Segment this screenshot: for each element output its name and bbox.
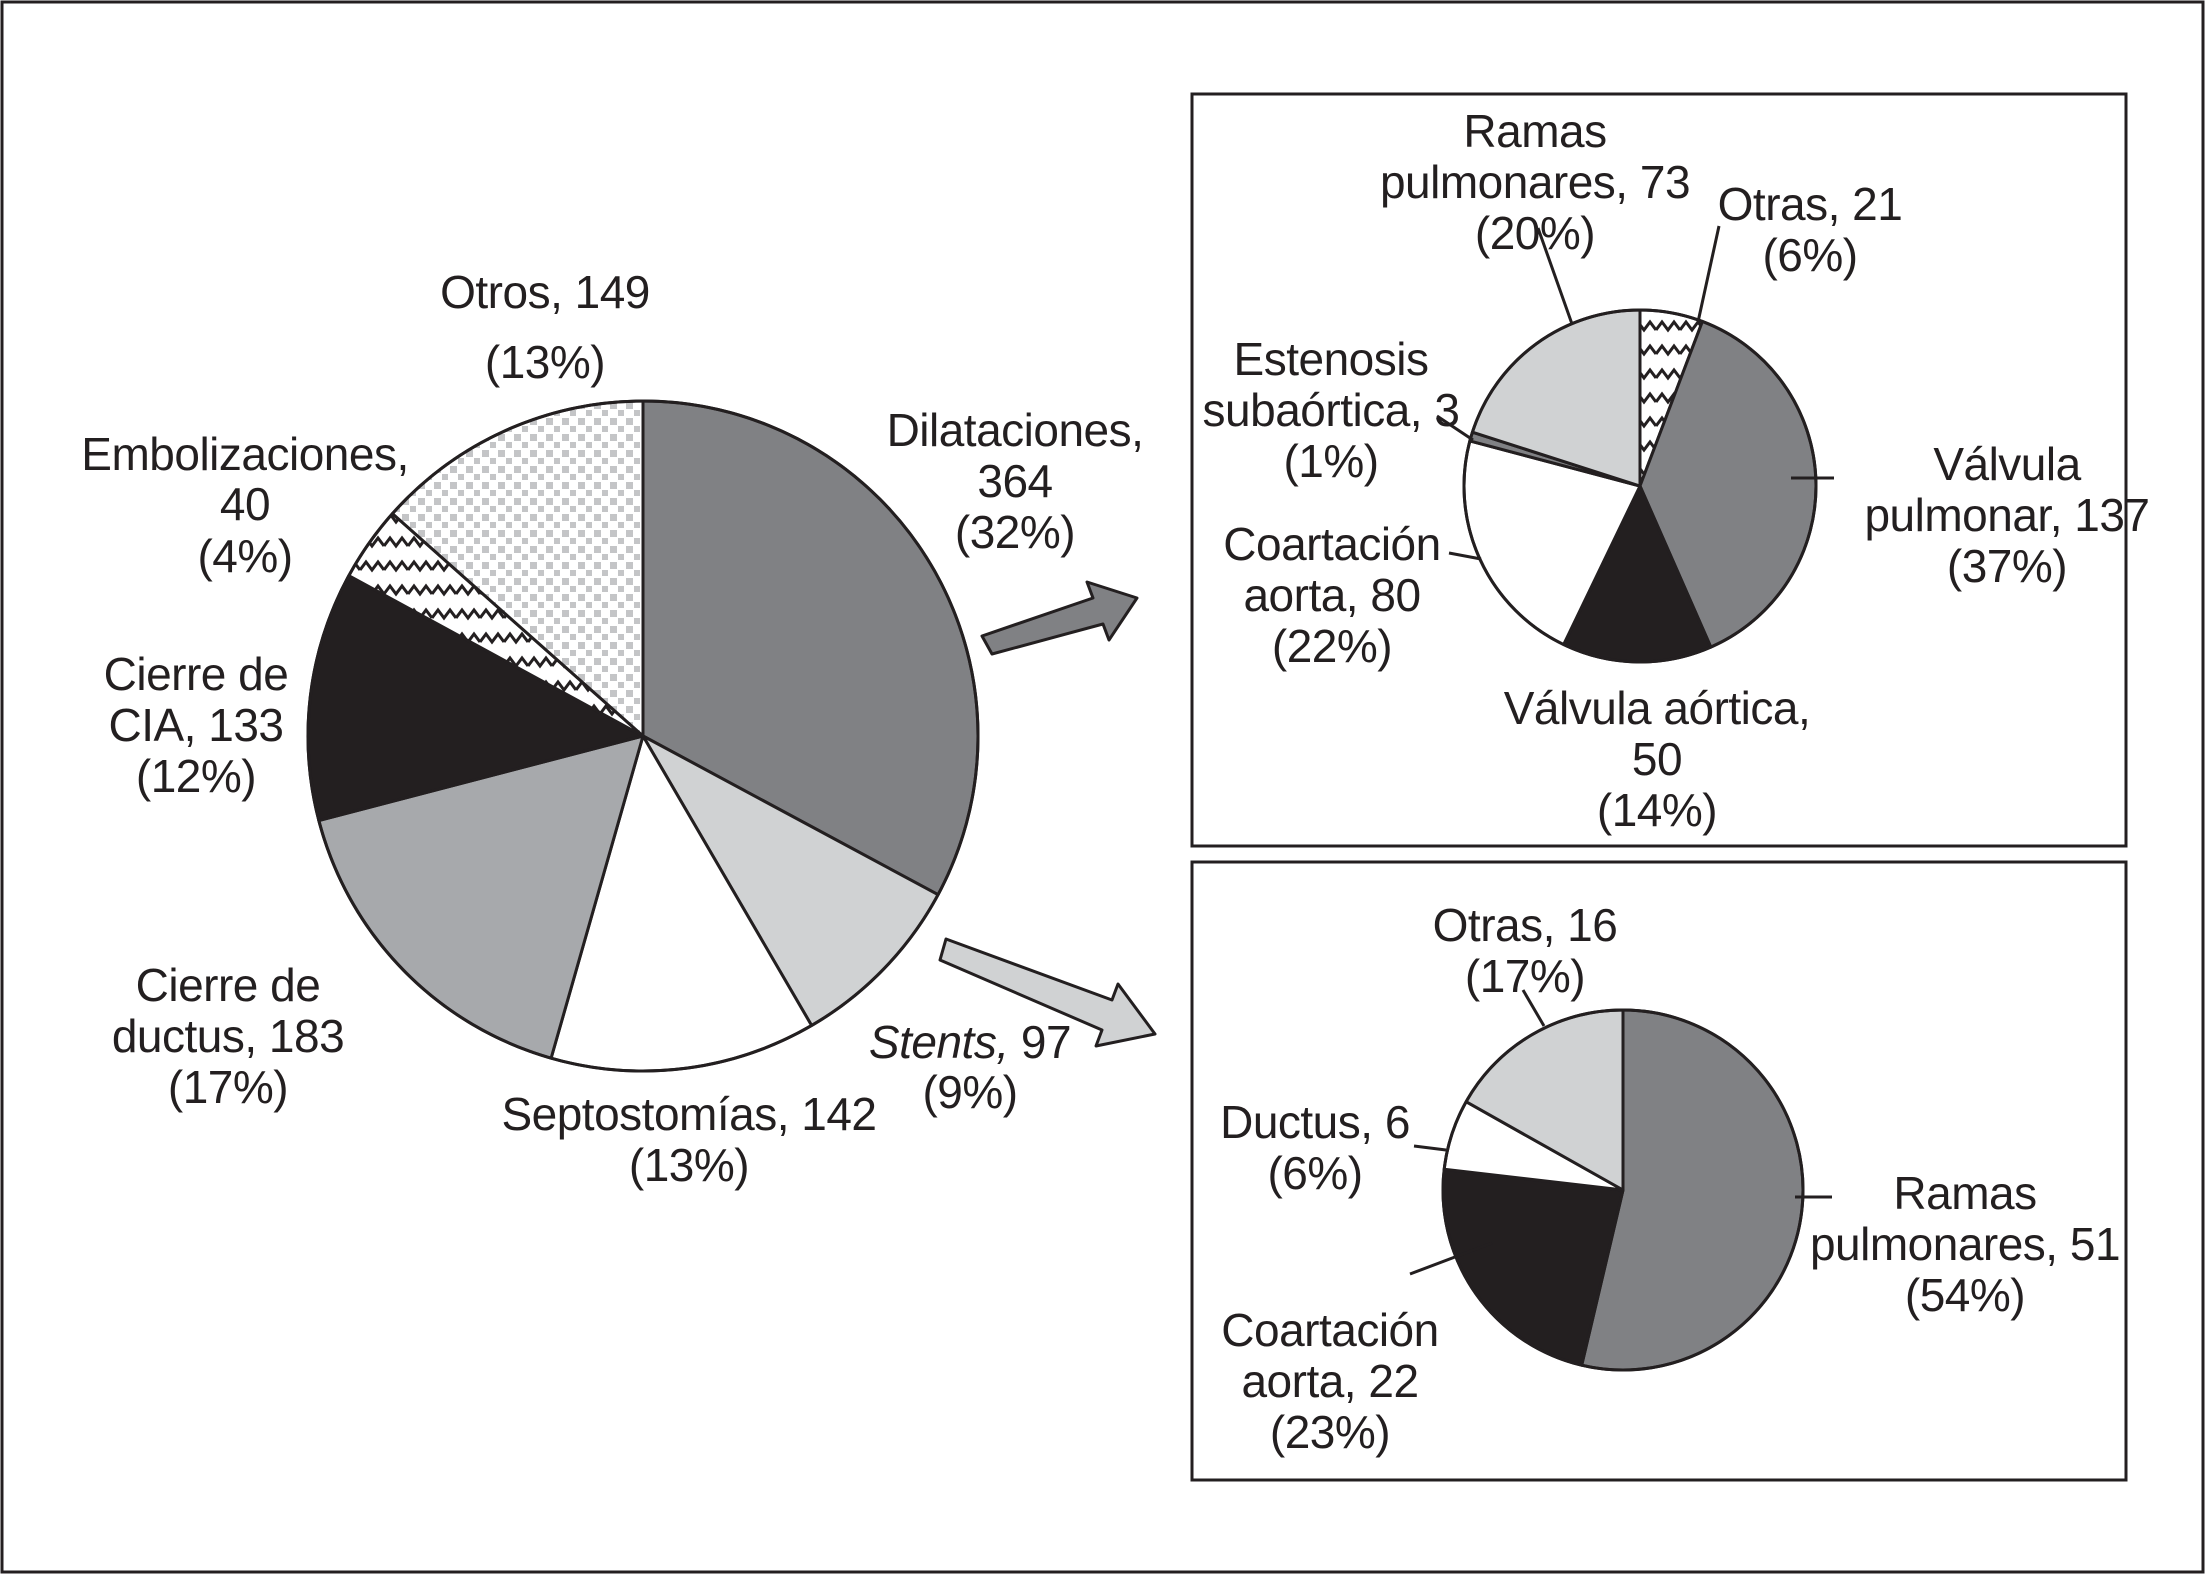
label-line: pulmonares, 73 (1380, 156, 1690, 208)
label-line: (54%) (1905, 1269, 2025, 1321)
label-line: Coartación (1223, 518, 1440, 570)
label-line: Cierre de (104, 648, 289, 700)
pie-dilataciones (1462, 308, 1818, 664)
pie-outline (306, 399, 980, 1073)
label-line: aorta, 22 (1241, 1355, 1418, 1407)
pie-outline (1462, 308, 1818, 664)
label-line: Otras, 16 (1433, 899, 1618, 951)
label-line: ductus, 183 (112, 1010, 344, 1062)
main-label-cierre-cia: Cierre de CIA, 133 (12%) (104, 648, 289, 802)
label-line: Estenosis (1234, 333, 1429, 385)
label-line: 50 (1632, 733, 1682, 785)
label-italic-part: Stents, (869, 1016, 1009, 1068)
label-line: Embolizaciones, (81, 428, 408, 480)
main-label-embolizaciones: Embolizaciones, 40 (4%) (81, 428, 409, 582)
inset-frame-dilataciones (1190, 92, 2128, 848)
stents-label-ramas-pulmonares: Ramas pulmonares, 51 (54%) (1810, 1167, 2121, 1321)
label-line: (9%) (922, 1066, 1017, 1118)
stents-label-coartacion-aorta: Coartación aorta, 22 (23%) (1221, 1304, 1439, 1458)
label-line: (37%) (1947, 540, 2067, 592)
label-line: aorta, 80 (1243, 569, 1420, 621)
label-line: subaórtica, 3 (1203, 384, 1460, 436)
main-label-cierre-ductus: Cierre de ductus, 183 (17%) (112, 959, 345, 1113)
stents-label-otras: Otras, 16 (17%) (1433, 899, 1618, 1002)
label-line: (22%) (1272, 620, 1392, 672)
label-line: (6%) (1762, 229, 1857, 281)
dil-label-valvula-pulmonar: Válvula pulmonar, 137 (37%) (1864, 438, 2150, 592)
dil-label-valvula-aortica: Válvula aórtica, 50 (14%) (1504, 682, 1811, 836)
label-line: Coartación (1221, 1304, 1438, 1356)
main-label-otros: Otros, 149 (13%) (440, 266, 650, 388)
main-label-dilataciones: Dilataciones, 364 (32%) (887, 404, 1144, 558)
label-line: Cierre de (136, 959, 321, 1011)
label-line: CIA, 133 (109, 699, 284, 751)
main-label-septostomias: Septostomías, 142 (13%) (501, 1088, 877, 1191)
dil-label-estenosis-subaortica: Estenosis subaórtica, 3 (1%) (1203, 333, 1460, 487)
label-line: Válvula aórtica, (1504, 682, 1811, 734)
dil-label-coartacion-aorta: Coartación aorta, 80 (22%) (1223, 518, 1441, 672)
leader-lines (1409, 225, 1834, 1276)
label-line: (13%) (485, 336, 605, 388)
label-line: (17%) (168, 1061, 288, 1113)
pie-stents (1441, 1008, 1805, 1372)
label-line: Otros, 149 (440, 266, 650, 318)
arrow-to-dilataciones-icon (980, 580, 1139, 656)
label-line: Ramas (1463, 105, 1606, 157)
label-line: pulmonares, 51 (1810, 1218, 2120, 1270)
arrow-to-stents-icon (938, 937, 1157, 1048)
label-line: (32%) (955, 506, 1075, 558)
label-line: Ramas (1893, 1167, 2036, 1219)
label-line: (6%) (1267, 1147, 1362, 1199)
label-line: Ductus, 6 (1220, 1096, 1410, 1148)
dil-label-ramas-pulmonares: Ramas pulmonares, 73 (20%) (1380, 105, 1691, 259)
label-value-part: 97 (1009, 1016, 1071, 1068)
label-line: 364 (977, 455, 1052, 507)
label-line: (4%) (197, 530, 292, 582)
label-line: Septostomías, 142 (501, 1088, 876, 1140)
label-line: Dilataciones, (887, 404, 1144, 456)
dil-label-otras: Otras, 21 (6%) (1718, 178, 1903, 281)
label-line: Válvula (1933, 438, 2081, 490)
label-line: (17%) (1465, 950, 1585, 1002)
pie-outline (1441, 1008, 1805, 1372)
main-label-stents: Stents, 97 (9%) (869, 1016, 1072, 1118)
stents-label-ductus: Ductus, 6 (6%) (1220, 1096, 1410, 1199)
label-line: pulmonar, 137 (1864, 489, 2149, 541)
pie-main (306, 399, 980, 1073)
label-line: (23%) (1270, 1406, 1390, 1458)
label-line: 40 (220, 478, 270, 530)
label-line: (13%) (629, 1139, 749, 1191)
label-line: Stents, 97 (869, 1016, 1071, 1068)
label-line: Otras, 21 (1718, 178, 1903, 230)
label-line: (14%) (1597, 784, 1717, 836)
label-line: (12%) (136, 750, 256, 802)
inset-frame-stents (1190, 860, 2128, 1482)
label-line: (20%) (1475, 207, 1595, 259)
label-line: (1%) (1283, 435, 1378, 487)
